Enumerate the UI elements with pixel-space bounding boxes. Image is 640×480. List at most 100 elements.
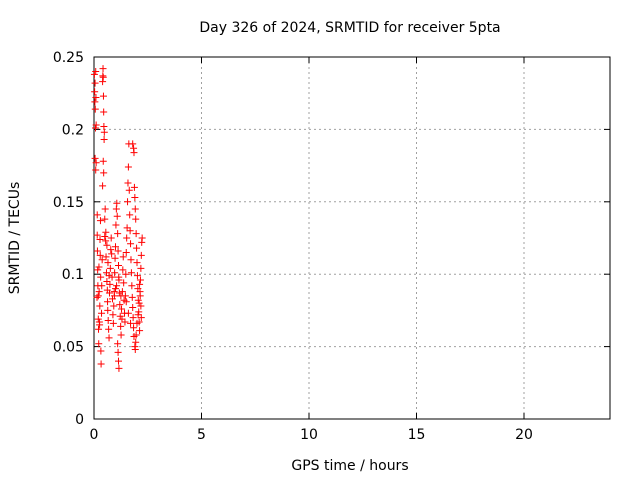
data-point xyxy=(93,247,101,255)
data-point xyxy=(131,345,139,353)
data-point xyxy=(108,250,116,258)
plot-area-border xyxy=(93,56,611,420)
data-point xyxy=(126,211,134,219)
data-point xyxy=(119,253,127,261)
data-point xyxy=(132,230,140,238)
data-point xyxy=(109,311,117,319)
data-point xyxy=(109,319,117,327)
data-point xyxy=(104,259,112,267)
data-point xyxy=(103,277,111,285)
data-point xyxy=(107,246,115,254)
data-point xyxy=(100,169,108,177)
data-point xyxy=(129,304,137,312)
data-point xyxy=(105,334,113,342)
data-point xyxy=(112,221,120,229)
data-point xyxy=(121,318,129,326)
data-point xyxy=(124,163,132,171)
data-point xyxy=(101,215,109,223)
data-point xyxy=(101,205,109,213)
data-point xyxy=(97,360,105,368)
data-point xyxy=(115,262,123,270)
data-point xyxy=(114,230,122,238)
data-point xyxy=(114,348,122,356)
data-point xyxy=(115,357,123,365)
data-point xyxy=(94,266,102,274)
data-point xyxy=(124,179,132,187)
data-point xyxy=(133,259,141,267)
data-point xyxy=(93,293,101,301)
data-point xyxy=(110,292,118,300)
data-point xyxy=(123,234,131,242)
data-point xyxy=(111,254,119,262)
data-point xyxy=(130,183,138,191)
data-point xyxy=(129,314,137,322)
data-point xyxy=(112,285,119,293)
data-point xyxy=(91,79,99,87)
data-point xyxy=(132,215,140,223)
data-point xyxy=(96,235,104,243)
data-point xyxy=(117,322,125,330)
x-tick-label: 0 xyxy=(90,427,99,443)
data-point xyxy=(118,305,126,313)
data-point xyxy=(116,301,124,309)
data-point xyxy=(114,247,122,255)
data-point xyxy=(91,154,99,162)
data-points xyxy=(90,65,146,372)
x-tick-label: 10 xyxy=(300,427,318,443)
data-point xyxy=(93,231,101,239)
data-point xyxy=(98,256,106,264)
data-point xyxy=(133,244,141,252)
data-point xyxy=(99,65,107,73)
data-point xyxy=(98,282,106,290)
data-point xyxy=(113,282,121,290)
data-point xyxy=(106,264,114,272)
data-point xyxy=(131,193,139,201)
data-point xyxy=(97,273,105,281)
data-point xyxy=(92,67,100,75)
data-point xyxy=(137,264,145,272)
data-point xyxy=(127,240,135,248)
data-point xyxy=(105,289,113,297)
data-point xyxy=(94,292,102,300)
data-point xyxy=(128,293,136,301)
data-point xyxy=(92,121,100,129)
data-point xyxy=(106,280,114,288)
data-point xyxy=(112,243,119,251)
axis-ticks: 0 5 10 15 20 0 0.05 0.1 0.15 0.2 0.25 xyxy=(53,50,610,443)
data-point xyxy=(107,234,115,242)
data-point xyxy=(96,251,104,259)
data-point xyxy=(92,94,100,102)
data-point xyxy=(108,273,116,281)
data-point xyxy=(102,228,110,236)
data-point xyxy=(95,325,103,333)
data-point xyxy=(113,199,121,207)
data-point xyxy=(122,248,130,256)
data-point xyxy=(127,319,135,327)
data-point xyxy=(137,314,145,322)
chart-title: Day 326 of 2024, SRMTID for receiver 5pt… xyxy=(199,20,500,36)
data-point xyxy=(96,302,104,310)
data-point xyxy=(95,340,103,348)
data-point xyxy=(127,256,135,264)
data-point xyxy=(135,308,143,316)
data-point xyxy=(100,136,108,144)
data-point xyxy=(114,340,122,348)
data-point xyxy=(102,237,110,245)
data-point xyxy=(122,270,130,278)
data-point xyxy=(91,88,99,96)
x-tick-label: 20 xyxy=(515,427,533,443)
y-tick-label: 0 xyxy=(75,412,84,428)
data-point xyxy=(134,296,142,304)
data-point xyxy=(99,157,107,165)
data-point xyxy=(92,159,100,167)
data-point xyxy=(99,73,107,81)
data-point xyxy=(121,292,129,300)
data-point xyxy=(136,276,144,284)
data-point xyxy=(123,224,131,232)
data-point xyxy=(104,306,112,314)
y-tick-label: 0.1 xyxy=(62,267,84,283)
data-point xyxy=(136,280,144,288)
data-point xyxy=(111,269,119,277)
data-point xyxy=(115,289,123,297)
